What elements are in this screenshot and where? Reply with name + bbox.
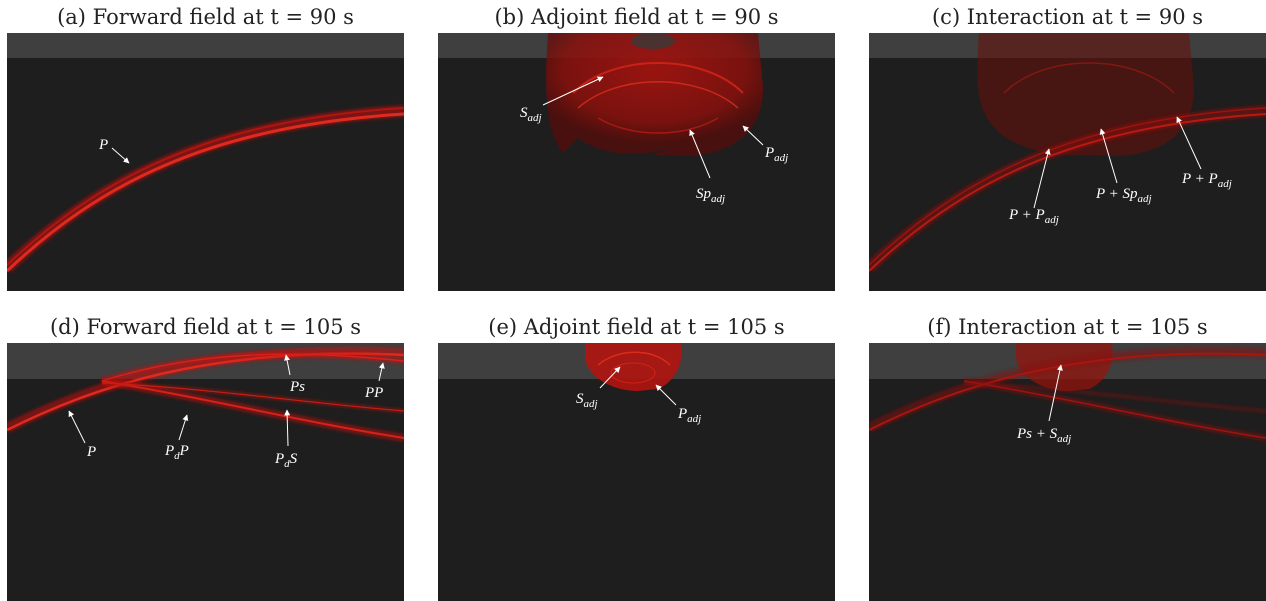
panel-b-image: Sadj Padj Spadj xyxy=(438,33,835,291)
panel-c-image: P + Padj P + Spadj P + Padj xyxy=(869,33,1266,291)
label-p: P xyxy=(98,137,108,153)
label-pp: PP xyxy=(364,385,383,401)
label-ps: Ps xyxy=(289,379,305,395)
panel-b-title: (b) Adjoint field at t = 90 s xyxy=(438,5,835,29)
panel-e-image: Sadj Padj xyxy=(438,343,835,601)
panel-a-image: P xyxy=(7,33,404,291)
label-p: P xyxy=(86,444,96,460)
panel-d-image: P PdP Ps PdS PP xyxy=(7,343,404,601)
adjoint-blob xyxy=(546,33,763,156)
panel-f-title: (f) Interaction at t = 105 s xyxy=(869,315,1266,339)
panel-c-title: (c) Interaction at t = 90 s xyxy=(869,5,1266,29)
panel-e-title: (e) Adjoint field at t = 105 s xyxy=(438,315,835,339)
panel-a-title: (a) Forward field at t = 90 s xyxy=(7,5,404,29)
panel-d-title: (d) Forward field at t = 105 s xyxy=(7,315,404,339)
panel-f-image: Ps + Sadj xyxy=(869,343,1266,601)
